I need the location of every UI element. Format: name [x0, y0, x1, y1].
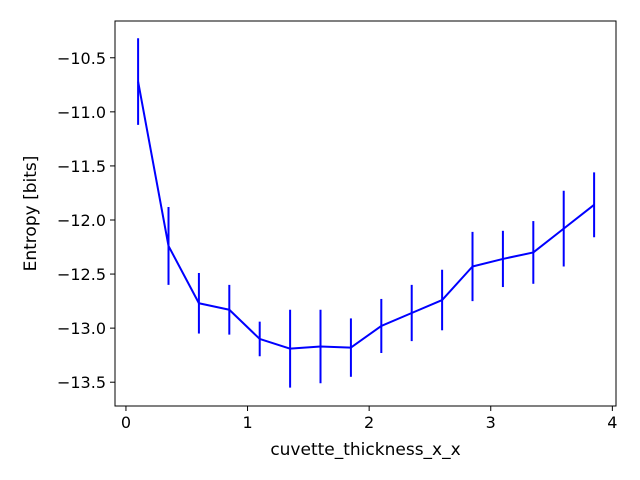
y-tick-label: −12.0 — [57, 211, 106, 230]
y-tick-label: −11.0 — [57, 103, 106, 122]
y-tick-label: −13.5 — [57, 373, 106, 392]
x-tick-label: 0 — [121, 413, 131, 432]
x-tick-label: 1 — [242, 413, 252, 432]
y-tick-label: −12.5 — [57, 265, 106, 284]
y-tick-label: −11.5 — [57, 157, 106, 176]
y-tick-label: −10.5 — [57, 49, 106, 68]
y-axis-ticks: −13.5 −13.0 −12.5 −12.0 −11.5 −11.0 −10.5 — [57, 49, 115, 392]
y-tick-label: −13.0 — [57, 319, 106, 338]
y-axis-label: Entropy [bits] — [21, 156, 41, 272]
plot-background — [115, 21, 616, 406]
x-tick-label: 3 — [486, 413, 496, 432]
series-line — [137, 81, 595, 350]
x-tick-label: 2 — [364, 413, 374, 432]
x-axis-ticks: 0 1 2 3 4 — [121, 406, 617, 432]
x-tick-label: 4 — [607, 413, 617, 432]
x-axis-label: cuvette_thickness_x_x — [270, 440, 460, 460]
plot-frame — [114, 20, 617, 407]
